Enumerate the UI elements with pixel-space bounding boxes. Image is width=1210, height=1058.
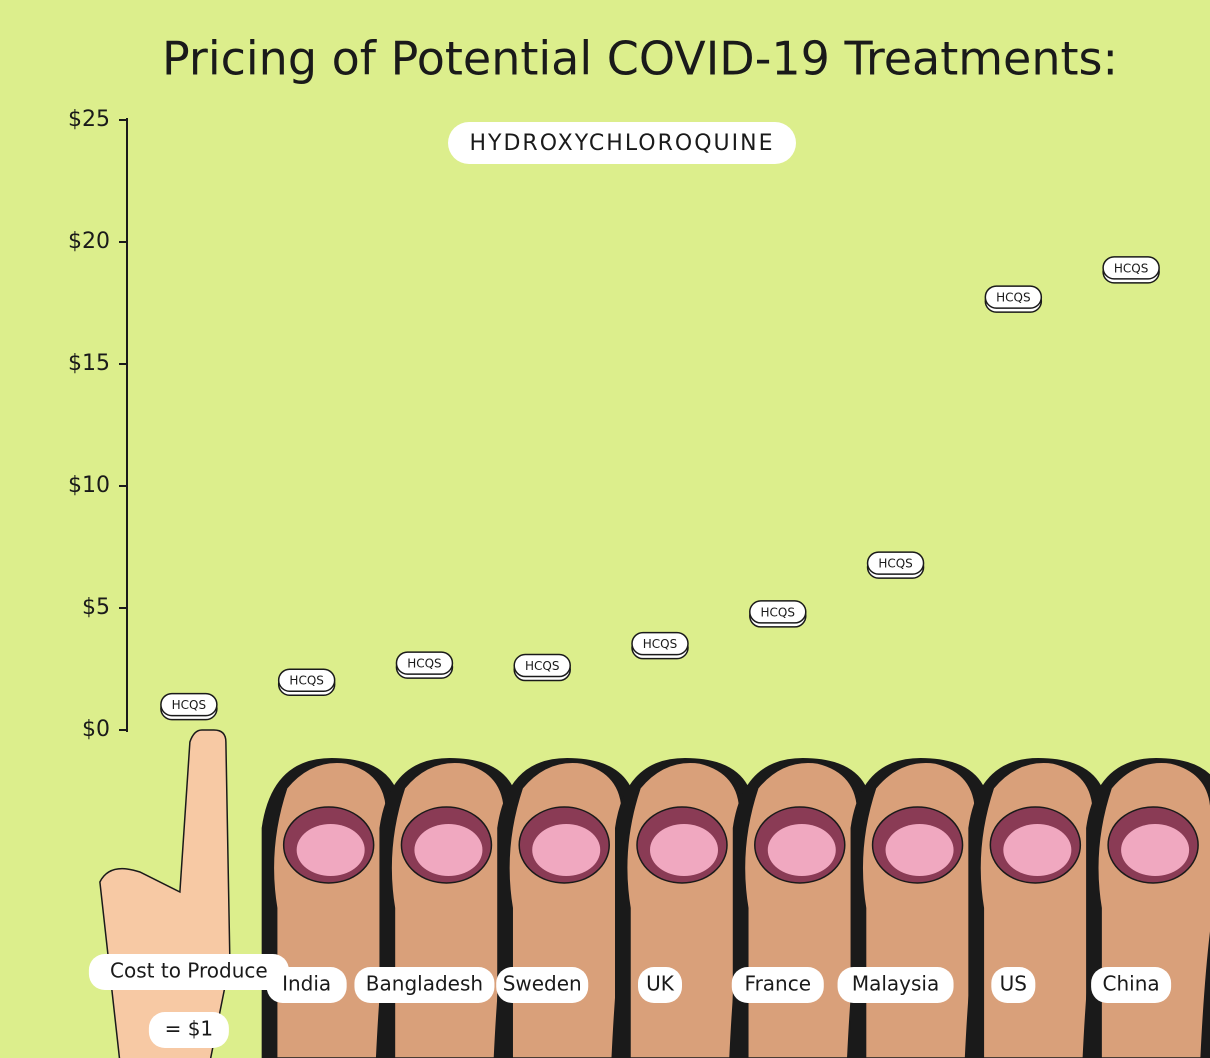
pill bbox=[866, 551, 925, 575]
pill bbox=[395, 651, 454, 675]
pill bbox=[749, 600, 807, 624]
y-tick-label: $10 bbox=[68, 473, 110, 498]
x-label-background bbox=[88, 954, 289, 990]
pill bbox=[984, 285, 1043, 309]
x-tick-label: US bbox=[1000, 972, 1027, 996]
chart-subtitle: HYDROXYCHLOROQUINE bbox=[470, 131, 775, 156]
mouth-inner bbox=[1121, 824, 1190, 876]
x-label-background bbox=[266, 967, 347, 1003]
mouth-inner bbox=[414, 824, 483, 876]
x-tick-label: Bangladesh bbox=[366, 972, 483, 996]
x-tick-label: China bbox=[1103, 972, 1160, 996]
pill bbox=[631, 631, 689, 656]
x-label-background bbox=[496, 967, 589, 1003]
x-label-background bbox=[991, 967, 1036, 1003]
pill bbox=[513, 653, 571, 678]
pill-label: HCQS bbox=[289, 674, 323, 688]
pill-label: HCQS bbox=[643, 637, 677, 651]
pill bbox=[277, 668, 336, 692]
note-background bbox=[148, 1012, 229, 1048]
pill bbox=[160, 692, 218, 717]
y-tick-label: $20 bbox=[68, 229, 110, 254]
x-label-background bbox=[731, 967, 824, 1003]
mouth-inner bbox=[650, 824, 718, 876]
x-label-background bbox=[354, 967, 495, 1003]
y-tick-label: $15 bbox=[68, 351, 110, 376]
x-tick-label: Cost to Produce bbox=[110, 959, 268, 983]
x-tick-label: India bbox=[282, 972, 331, 996]
pill-label: HCQS bbox=[761, 605, 795, 619]
mouth-inner bbox=[885, 824, 954, 876]
mouth-inner bbox=[532, 824, 601, 876]
x-label-background bbox=[638, 967, 682, 1003]
pill-label: HCQS bbox=[878, 557, 912, 571]
pill-label: HCQS bbox=[407, 657, 441, 671]
x-tick-label: Malaysia bbox=[852, 972, 939, 996]
x-tick-label: UK bbox=[646, 972, 675, 996]
mouth-inner bbox=[767, 824, 836, 876]
mouth-inner bbox=[1003, 824, 1072, 876]
x-tick-label: Sweden bbox=[503, 972, 582, 996]
subtitle-background bbox=[448, 122, 796, 164]
y-tick-label: $25 bbox=[68, 107, 110, 132]
y-tick-label: $0 bbox=[82, 717, 110, 742]
x-label-background bbox=[837, 967, 954, 1003]
cost-note: = $1 bbox=[165, 1017, 214, 1041]
y-tick-label: $5 bbox=[82, 595, 110, 620]
mouth-inner bbox=[296, 824, 365, 876]
pill-label: HCQS bbox=[996, 291, 1030, 305]
pill bbox=[1102, 256, 1160, 280]
pill-label: HCQS bbox=[525, 659, 559, 673]
chart-title: Pricing of Potential COVID-19 Treatments… bbox=[162, 32, 1118, 86]
pill-label: HCQS bbox=[172, 698, 206, 712]
x-label-background bbox=[1091, 967, 1172, 1003]
x-tick-label: France bbox=[745, 972, 812, 996]
pill-label: HCQS bbox=[1114, 261, 1148, 275]
